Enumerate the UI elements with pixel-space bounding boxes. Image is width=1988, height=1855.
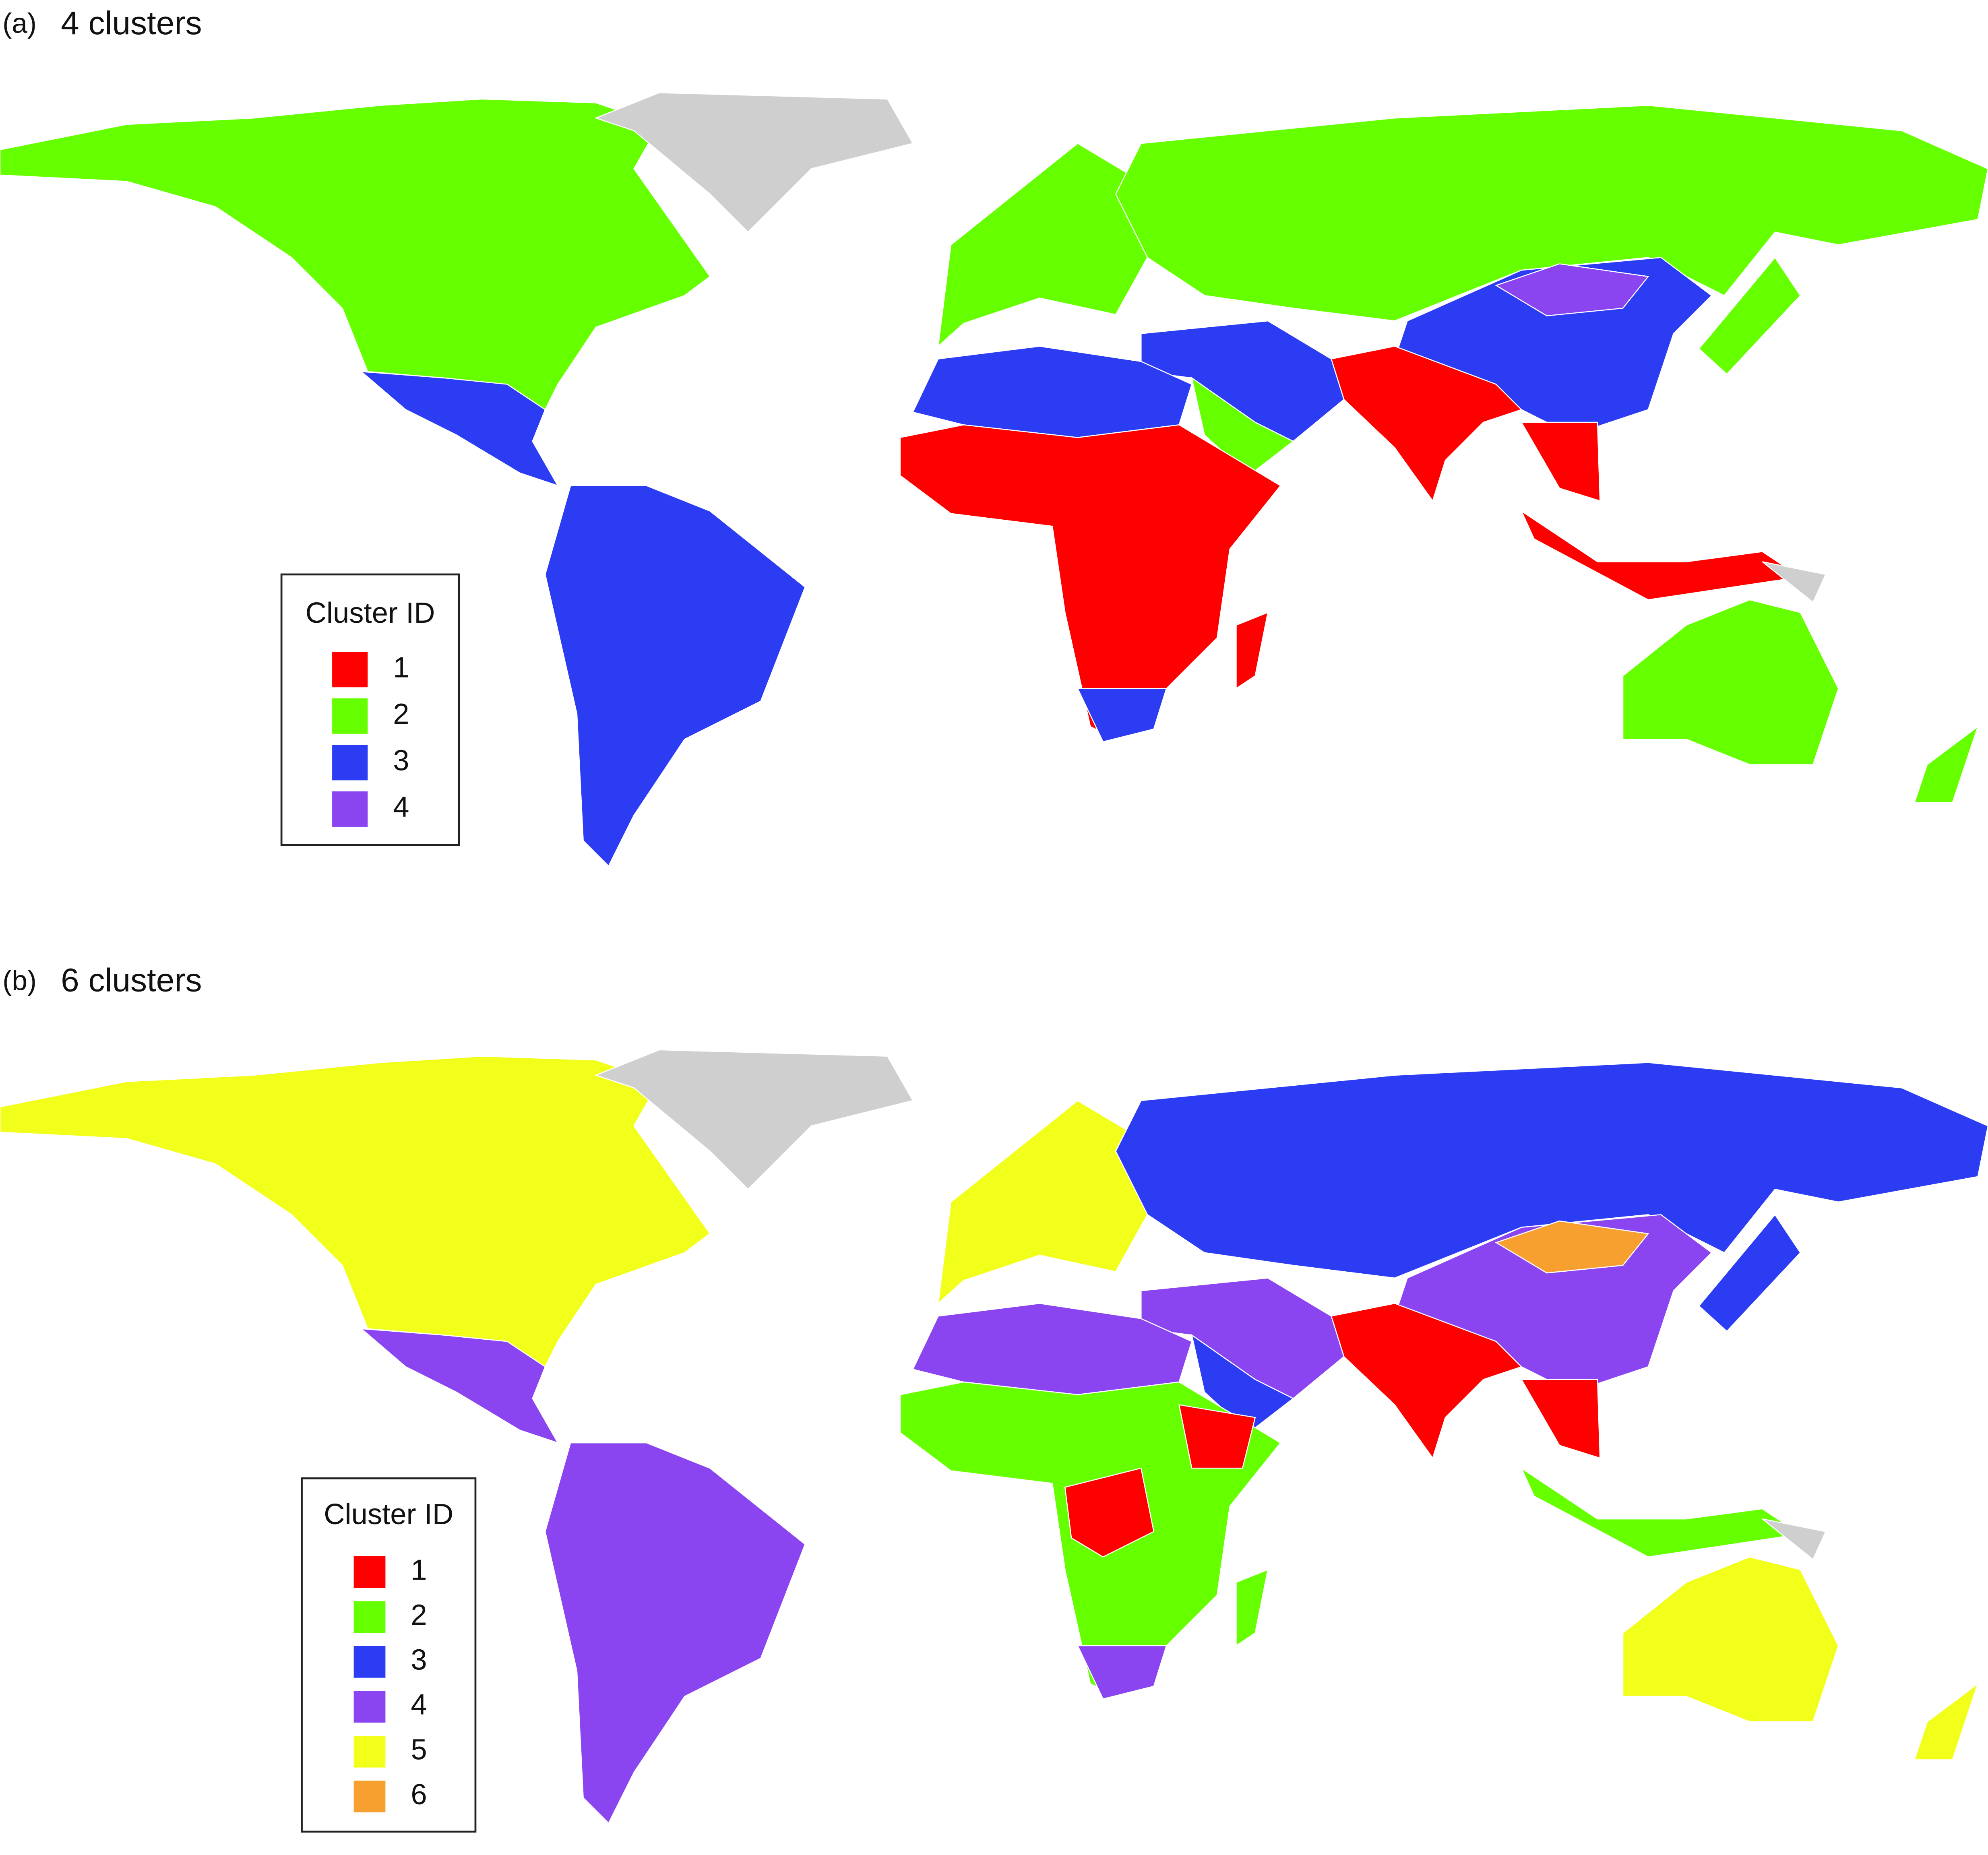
region [1914,726,1979,804]
legend-box [301,1477,477,1833]
legend-swatch [332,652,368,688]
region [1521,1379,1601,1459]
region [1077,1645,1167,1700]
legend-swatch [353,1556,386,1588]
legend-label: 3 [393,744,409,777]
region [1622,1556,1839,1723]
region [1761,1518,1827,1560]
region [0,1056,711,1367]
region [1521,1467,1801,1558]
legend-swatch [332,791,368,827]
panel-title: 6 clusters [61,962,202,999]
legend-swatch [353,1646,386,1678]
legend-box [280,573,460,846]
region [1622,599,1839,765]
legend-label: 6 [411,1778,427,1811]
region [937,143,1148,347]
region [937,1100,1148,1304]
panel-label: (a) [2,8,37,39]
legend: Cluster ID 1 2 3 4 5 6 [301,1477,477,1833]
region [544,1442,806,1824]
region [0,98,711,411]
panel: (a) 4 clusters Cluster ID 1 2 3 4 [0,5,1988,867]
legend: Cluster ID 1 2 3 4 [280,573,460,846]
panel-title: 4 clusters [61,5,202,41]
map [0,1049,1988,1824]
region [1521,510,1801,601]
panel: (b) 6 clusters Cluster ID 1 2 3 4 5 6 [0,962,1988,1833]
legend-label: 4 [393,791,409,823]
legend-swatch [353,1781,386,1813]
legend-label: 2 [411,1599,427,1631]
legend-swatch [332,698,368,734]
region [1235,1569,1269,1646]
legend-label: 5 [411,1733,427,1766]
legend-label: 3 [411,1643,427,1676]
legend-title: Cluster ID [324,1498,453,1531]
legend-label: 1 [411,1554,427,1586]
region [1521,421,1601,502]
panel-label: (b) [2,965,37,996]
legend-label: 1 [393,651,409,684]
region [1761,561,1827,603]
legend-label: 2 [393,698,409,730]
legend-title: Cluster ID [306,597,435,629]
legend-swatch [353,1691,386,1723]
legend-swatch [332,745,368,781]
legend-label: 4 [411,1688,427,1721]
region [1914,1683,1979,1761]
region [1077,688,1167,743]
legend-swatch [353,1601,386,1633]
region [544,485,806,867]
region [1235,611,1269,689]
legend-swatch [353,1735,386,1768]
